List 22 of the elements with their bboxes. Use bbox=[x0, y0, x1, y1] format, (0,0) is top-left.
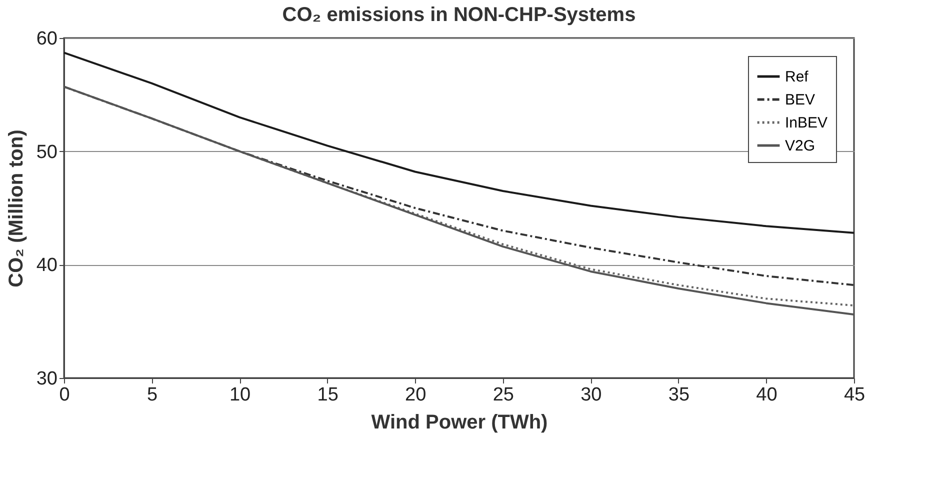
y-tick-label: 40 bbox=[36, 255, 58, 276]
legend-label: BEV bbox=[785, 92, 816, 108]
chart-title: CO₂ emissions in NON-CHP-Systems bbox=[282, 4, 636, 26]
legend-label: Ref bbox=[785, 68, 810, 86]
x-tick-label: 10 bbox=[229, 384, 251, 406]
y-tick-label: 30 bbox=[36, 368, 58, 390]
x-tick-label: 40 bbox=[756, 384, 778, 406]
x-tick-label: 0 bbox=[59, 384, 70, 406]
x-tick-label: 15 bbox=[317, 384, 338, 406]
x-tick-label: 5 bbox=[146, 384, 158, 406]
x-tick-label: 45 bbox=[844, 384, 866, 406]
x-tick-label: 30 bbox=[580, 384, 602, 406]
y-axis-title: CO₂ (Million ton) bbox=[5, 130, 28, 288]
y-tick-label: 50 bbox=[36, 142, 58, 163]
x-tick-label: 25 bbox=[492, 384, 514, 406]
legend-label: InBEV bbox=[785, 114, 828, 132]
y-tick-label: 60 bbox=[36, 28, 58, 50]
x-tick-label: 20 bbox=[405, 384, 426, 406]
x-tick-label: 35 bbox=[668, 384, 690, 406]
legend-label: V2G bbox=[785, 138, 816, 154]
line-series bbox=[63, 52, 855, 234]
x-axis-title: Wind Power (TWh) bbox=[371, 412, 548, 434]
